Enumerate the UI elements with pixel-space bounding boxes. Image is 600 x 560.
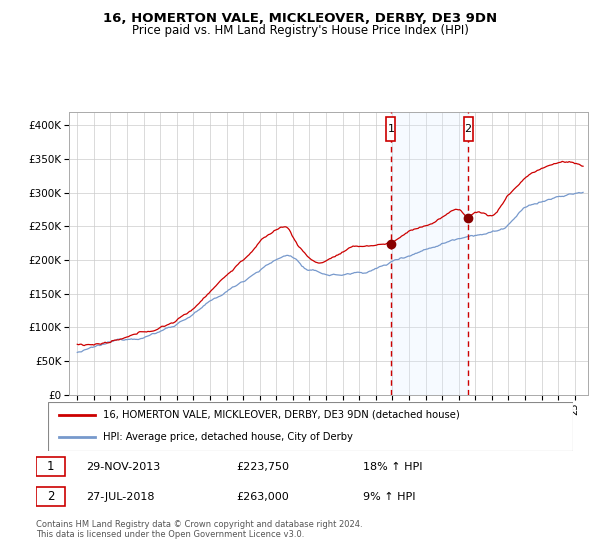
Bar: [36, 487, 65, 506]
Bar: [36, 457, 65, 476]
Text: £223,750: £223,750: [236, 461, 290, 472]
Text: 1: 1: [47, 460, 54, 473]
Text: £263,000: £263,000: [236, 492, 289, 502]
Text: 2: 2: [464, 124, 472, 134]
Text: 29-NOV-2013: 29-NOV-2013: [86, 461, 160, 472]
Bar: [464, 117, 473, 141]
Bar: [386, 117, 395, 141]
Text: 27-JUL-2018: 27-JUL-2018: [86, 492, 155, 502]
Text: 16, HOMERTON VALE, MICKLEOVER, DERBY, DE3 9DN: 16, HOMERTON VALE, MICKLEOVER, DERBY, DE…: [103, 12, 497, 25]
Text: 9% ↑ HPI: 9% ↑ HPI: [364, 492, 416, 502]
Text: HPI: Average price, detached house, City of Derby: HPI: Average price, detached house, City…: [103, 432, 353, 442]
FancyBboxPatch shape: [48, 402, 573, 451]
Text: 2: 2: [47, 490, 54, 503]
Bar: [391, 112, 468, 395]
Text: Contains HM Land Registry data © Crown copyright and database right 2024.
This d: Contains HM Land Registry data © Crown c…: [36, 520, 362, 539]
Text: 1: 1: [388, 124, 394, 134]
Text: 18% ↑ HPI: 18% ↑ HPI: [364, 461, 423, 472]
Text: Price paid vs. HM Land Registry's House Price Index (HPI): Price paid vs. HM Land Registry's House …: [131, 24, 469, 37]
Text: 16, HOMERTON VALE, MICKLEOVER, DERBY, DE3 9DN (detached house): 16, HOMERTON VALE, MICKLEOVER, DERBY, DE…: [103, 410, 460, 420]
